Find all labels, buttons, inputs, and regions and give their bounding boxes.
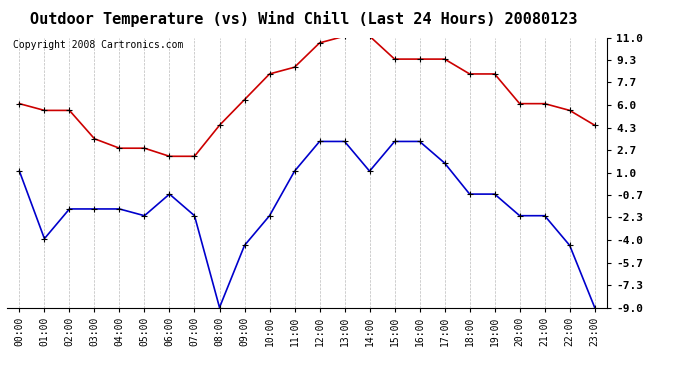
Text: Copyright 2008 Cartronics.com: Copyright 2008 Cartronics.com xyxy=(13,40,184,50)
Text: Outdoor Temperature (vs) Wind Chill (Last 24 Hours) 20080123: Outdoor Temperature (vs) Wind Chill (Las… xyxy=(30,11,578,27)
